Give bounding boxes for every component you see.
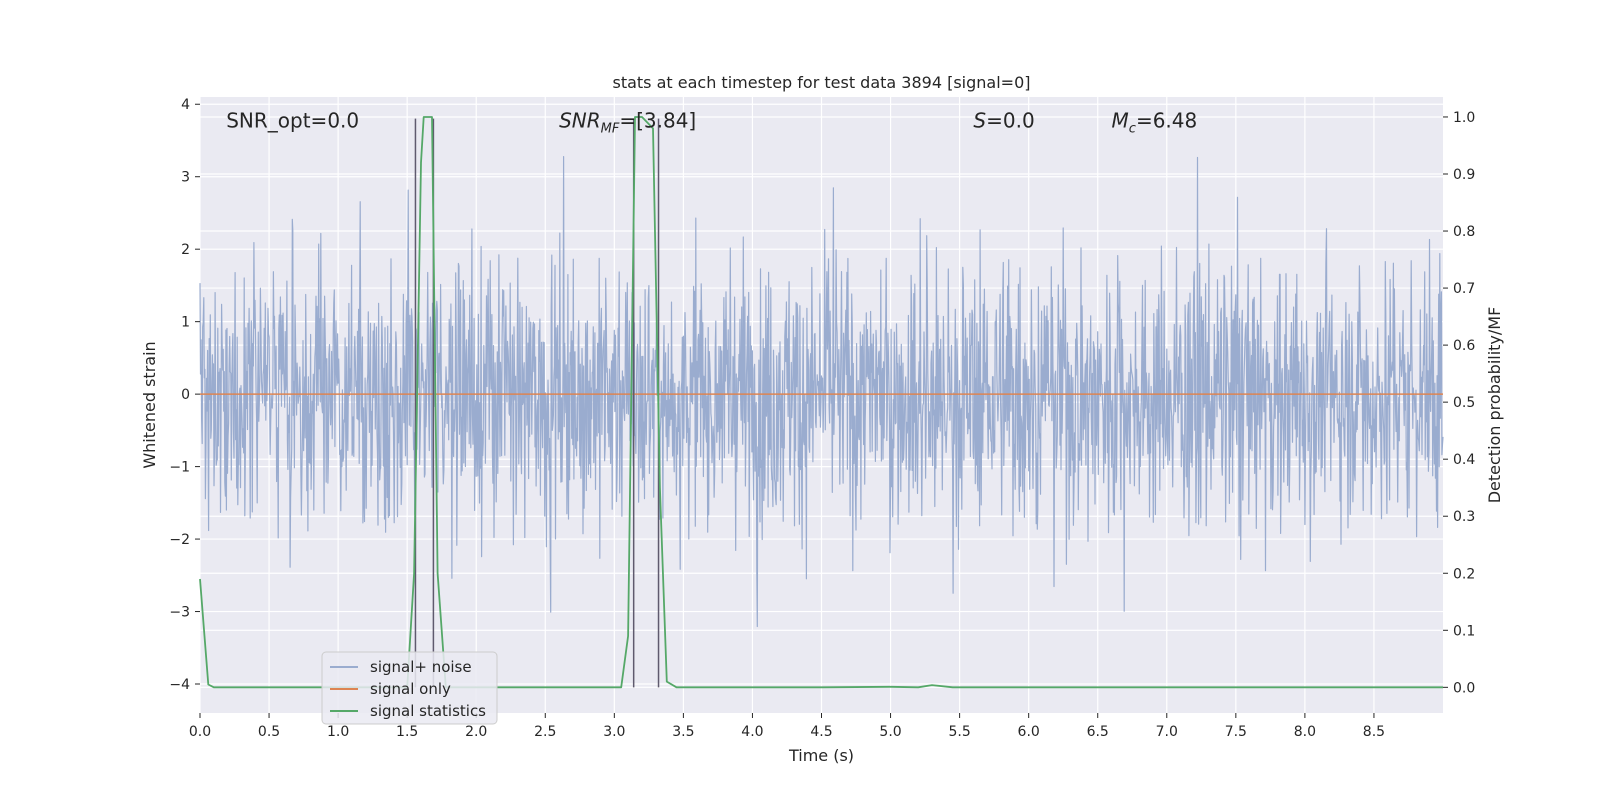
legend: signal+ noise signal only signal statist… — [321, 651, 498, 725]
y2-tick-label: 0.0 — [1453, 680, 1475, 696]
y2-tick-label: 0.3 — [1453, 509, 1475, 525]
x-tick-label: 5.5 — [948, 724, 970, 740]
y-tick-label: 4 — [181, 97, 190, 113]
x-tick-label: 4.0 — [741, 724, 763, 740]
annotation-snr-opt: SNR_opt=0.0 — [226, 108, 359, 132]
y2-tick-label: 0.5 — [1453, 395, 1475, 411]
s-value: =0.0 — [986, 108, 1035, 132]
s-base: S — [973, 108, 986, 132]
y2-tick-label: 0.9 — [1453, 167, 1475, 183]
mc-sub: c — [1129, 121, 1136, 136]
x-tick-label: 2.5 — [534, 724, 556, 740]
y2-tick-label: 0.1 — [1453, 623, 1475, 639]
y2-tick-label: 0.8 — [1453, 224, 1475, 240]
legend-label-signal-only: signal only — [370, 680, 451, 698]
y2-tick-label: 0.4 — [1453, 452, 1475, 468]
y-tick-label: 0 — [181, 387, 190, 403]
x-tick-label: 1.5 — [396, 724, 418, 740]
y-tick-label: 3 — [181, 170, 190, 186]
x-tick-label: 3.5 — [672, 724, 694, 740]
mc-value: =6.48 — [1136, 108, 1197, 132]
y-axis-ticks: −4 −3 −2 −1 0 1 2 3 4 — [169, 97, 200, 693]
y2-axis-ticks: 0.0 0.1 0.2 0.3 0.4 0.5 0.6 0.7 0.8 0.9 1.0 — [1443, 110, 1475, 696]
x-tick-label: 7.5 — [1225, 724, 1247, 740]
x-tick-label: 0.0 — [189, 724, 211, 740]
snr-mf-sub: MF — [601, 121, 620, 136]
y-tick-label: −2 — [169, 532, 190, 548]
legend-label-signal-statistics: signal statistics — [370, 702, 486, 720]
y2-tick-label: 1.0 — [1453, 110, 1475, 126]
legend-box — [321, 651, 498, 725]
x-tick-label: 1.0 — [327, 724, 349, 740]
chart-title: stats at each timestep for test data 389… — [612, 73, 1030, 92]
x-tick-label: 8.5 — [1363, 724, 1385, 740]
snr-mf-base: SNR — [559, 108, 601, 132]
x-tick-label: 6.0 — [1018, 724, 1040, 740]
x-tick-label: 8.0 — [1294, 724, 1316, 740]
y-tick-label: −4 — [169, 677, 190, 693]
x-tick-label: 6.5 — [1087, 724, 1109, 740]
y-tick-label: −3 — [169, 605, 190, 621]
x-tick-label: 2.0 — [465, 724, 487, 740]
annotation-s: S=0.0 — [973, 108, 1034, 132]
y-tick-label: −1 — [169, 460, 190, 476]
noise-series — [199, 156, 1444, 628]
x-tick-label: 0.5 — [258, 724, 280, 740]
annotation-mc: Mc=6.48 — [1112, 108, 1198, 136]
mc-base: M — [1112, 108, 1129, 132]
y2-axis-label: Detection probability/MF — [1485, 307, 1504, 504]
y2-tick-label: 0.7 — [1453, 281, 1475, 297]
series-signal-noise-line — [199, 156, 1444, 628]
annotation-snr-mf: SNRMF=[3.84] — [559, 108, 696, 136]
x-axis-label: Time (s) — [788, 746, 854, 765]
x-tick-label: 5.0 — [879, 724, 901, 740]
y2-tick-label: 0.6 — [1453, 338, 1475, 354]
legend-label-signal-noise: signal+ noise — [370, 658, 472, 676]
y-tick-label: 1 — [181, 315, 190, 331]
x-tick-label: 7.0 — [1156, 724, 1178, 740]
x-axis-ticks: 0.0 0.5 1.0 1.5 2.0 2.5 3.0 3.5 4.0 4.5 5.0 5.5 6.0 6… — [189, 713, 1385, 740]
x-tick-label: 4.5 — [810, 724, 832, 740]
x-tick-label: 3.0 — [603, 724, 625, 740]
y-tick-label: 2 — [181, 242, 190, 258]
y2-tick-label: 0.2 — [1453, 566, 1475, 582]
snr-mf-value: =[3.84] — [619, 108, 696, 132]
y-axis-label: Whitened strain — [140, 341, 159, 468]
